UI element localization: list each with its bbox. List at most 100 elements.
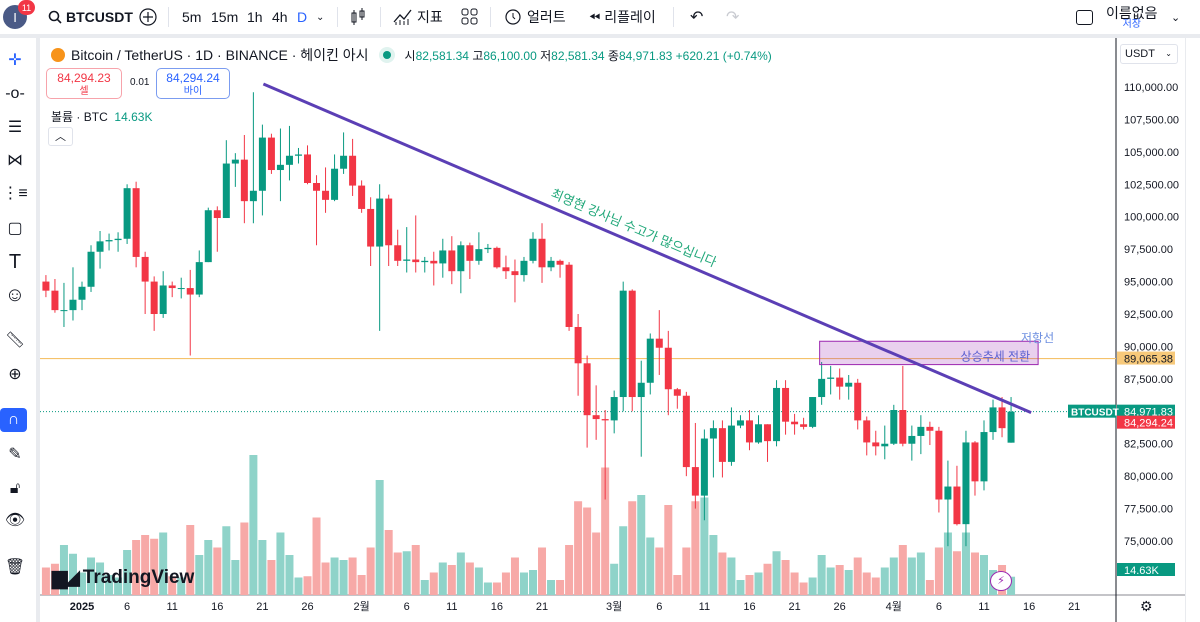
candle-body bbox=[908, 435, 916, 444]
lock-drawing-tool[interactable]: ✎ bbox=[3, 442, 27, 466]
text-tool[interactable]: T bbox=[3, 250, 27, 274]
compare-add-button[interactable] bbox=[138, 0, 158, 34]
interval-dropdown[interactable]: ⌄ bbox=[316, 0, 324, 34]
time-tick-label: 11 bbox=[166, 601, 177, 613]
collapse-legend-button[interactable]: ︿ bbox=[48, 127, 73, 146]
chart-settings-button[interactable]: ⚙︎ bbox=[1140, 598, 1153, 615]
emoji-tool[interactable]: ☺ bbox=[3, 283, 27, 307]
undo-button[interactable]: ↶ bbox=[690, 0, 703, 34]
crosshair-tool[interactable]: ✛ bbox=[3, 48, 27, 72]
volume-bar bbox=[952, 551, 961, 595]
volume-bar bbox=[231, 560, 240, 595]
volume-bar bbox=[1007, 576, 1016, 595]
volume-bar bbox=[474, 567, 483, 595]
volume-bar bbox=[610, 563, 619, 595]
layout-templates-button[interactable] bbox=[461, 0, 479, 34]
candle-body bbox=[709, 428, 717, 439]
indicators-button[interactable]: 지표 bbox=[393, 0, 443, 34]
alert-button[interactable]: 얼러트 bbox=[503, 0, 566, 34]
hide-drawings-tool[interactable]: 👁︎ bbox=[3, 508, 27, 532]
volume-bar bbox=[258, 540, 267, 595]
volume-bar bbox=[637, 495, 646, 595]
candle-body bbox=[51, 290, 59, 311]
candle-body bbox=[944, 486, 952, 500]
candle-body bbox=[159, 285, 167, 315]
settings-icon: ⚙︎ bbox=[1140, 598, 1153, 614]
trendline-tool[interactable]: -o- bbox=[3, 82, 27, 106]
chart-type-button[interactable] bbox=[350, 0, 366, 34]
volume-bar bbox=[438, 562, 447, 595]
legend-title[interactable]: Bitcoin / TetherUS · 1D · BINANCE · 헤이킨 … bbox=[71, 47, 369, 63]
candle-body bbox=[917, 426, 925, 436]
price-tick-label: 80,000.00 bbox=[1124, 471, 1173, 483]
volume-bar bbox=[709, 535, 718, 595]
fullscreen-button[interactable] bbox=[1076, 0, 1093, 34]
lock-all-tool[interactable]: 🔓︎ bbox=[3, 477, 27, 501]
layout-name-button[interactable]: 이름없음 저장 bbox=[1106, 4, 1158, 30]
candle-body bbox=[592, 415, 600, 420]
candle-body bbox=[105, 240, 113, 242]
candle-body bbox=[240, 159, 248, 202]
candle-body bbox=[177, 288, 185, 290]
symbol-search-button[interactable]: BTCUSDT bbox=[48, 0, 133, 34]
replay-button[interactable]: ⏪︎ 리플레이 bbox=[589, 8, 656, 26]
projection-tool[interactable]: ⋮≡ bbox=[2, 181, 28, 205]
candle-body bbox=[700, 438, 708, 496]
candle-body bbox=[331, 168, 339, 200]
candle-body bbox=[818, 378, 826, 398]
shape-tool[interactable]: ▢ bbox=[3, 216, 27, 240]
interval-5m[interactable]: 5m bbox=[182, 9, 202, 25]
pattern-tool[interactable]: ⋈ bbox=[3, 148, 27, 172]
volume-bar bbox=[366, 547, 375, 595]
candle-body bbox=[610, 397, 618, 421]
layout-dropdown[interactable]: ⌄ bbox=[1171, 0, 1180, 34]
volume-bar bbox=[68, 553, 77, 595]
forecast-icon: ⋮≡ bbox=[2, 185, 28, 202]
candle-body bbox=[556, 260, 564, 265]
ruler-icon: 📏︎ bbox=[4, 332, 26, 349]
zoom-in-icon: ⊕ bbox=[8, 366, 22, 383]
candle-body bbox=[926, 426, 934, 431]
market-status-icon bbox=[382, 51, 391, 59]
candle-body bbox=[132, 188, 140, 257]
price-tick-label: 87,500.00 bbox=[1124, 374, 1173, 386]
remove-drawings-tool[interactable]: 🗑︎ bbox=[3, 555, 27, 579]
buy-button[interactable]: 84,294.24 바이 bbox=[156, 68, 230, 99]
candle-body bbox=[655, 338, 663, 348]
volume-bar bbox=[87, 557, 96, 595]
candle-body bbox=[96, 241, 104, 252]
candle-body bbox=[385, 198, 393, 246]
sell-button[interactable]: 84,294.23 셀 bbox=[46, 68, 122, 99]
price-tick-label: 75,000.00 bbox=[1124, 536, 1173, 548]
candle-body bbox=[935, 430, 943, 500]
chart-panel[interactable] bbox=[40, 38, 1185, 622]
volume-bar bbox=[943, 532, 952, 595]
candle-body bbox=[565, 264, 573, 327]
measure-tool[interactable]: 📏︎ bbox=[3, 328, 27, 352]
volume-bar bbox=[222, 526, 231, 595]
zoom-tool[interactable]: ⊕ bbox=[3, 362, 27, 386]
candle-body bbox=[782, 387, 790, 422]
candle-body bbox=[538, 238, 546, 268]
magnet-tool[interactable]: ∩ bbox=[0, 408, 27, 432]
right-sidebar bbox=[1186, 38, 1200, 622]
candle-body bbox=[827, 377, 835, 379]
smiley-icon: ☺ bbox=[4, 283, 26, 306]
magnet-icon: ∩ bbox=[7, 411, 20, 428]
interval-4h[interactable]: 4h bbox=[272, 9, 288, 25]
volume-bar bbox=[420, 580, 429, 595]
fib-tool[interactable]: ☰ bbox=[3, 115, 27, 139]
currency-selector[interactable]: USDT ⌄ bbox=[1120, 44, 1178, 64]
price-tick-label: 77,500.00 bbox=[1124, 504, 1173, 516]
volume-bar bbox=[583, 507, 592, 595]
trend-note: 최영현 강사님 수고가 많으십니다 bbox=[549, 186, 719, 270]
interval-D[interactable]: D bbox=[297, 9, 308, 25]
volume-bar bbox=[889, 557, 898, 595]
lightning-button[interactable]: ⚡︎ bbox=[990, 571, 1012, 591]
interval-1h[interactable]: 1h bbox=[247, 9, 263, 25]
volume-bar bbox=[195, 555, 204, 595]
candle-body bbox=[682, 395, 690, 468]
redo-button[interactable]: ↷ bbox=[726, 0, 739, 34]
interval-15m[interactable]: 15m bbox=[211, 9, 239, 25]
candle-body bbox=[745, 420, 753, 443]
